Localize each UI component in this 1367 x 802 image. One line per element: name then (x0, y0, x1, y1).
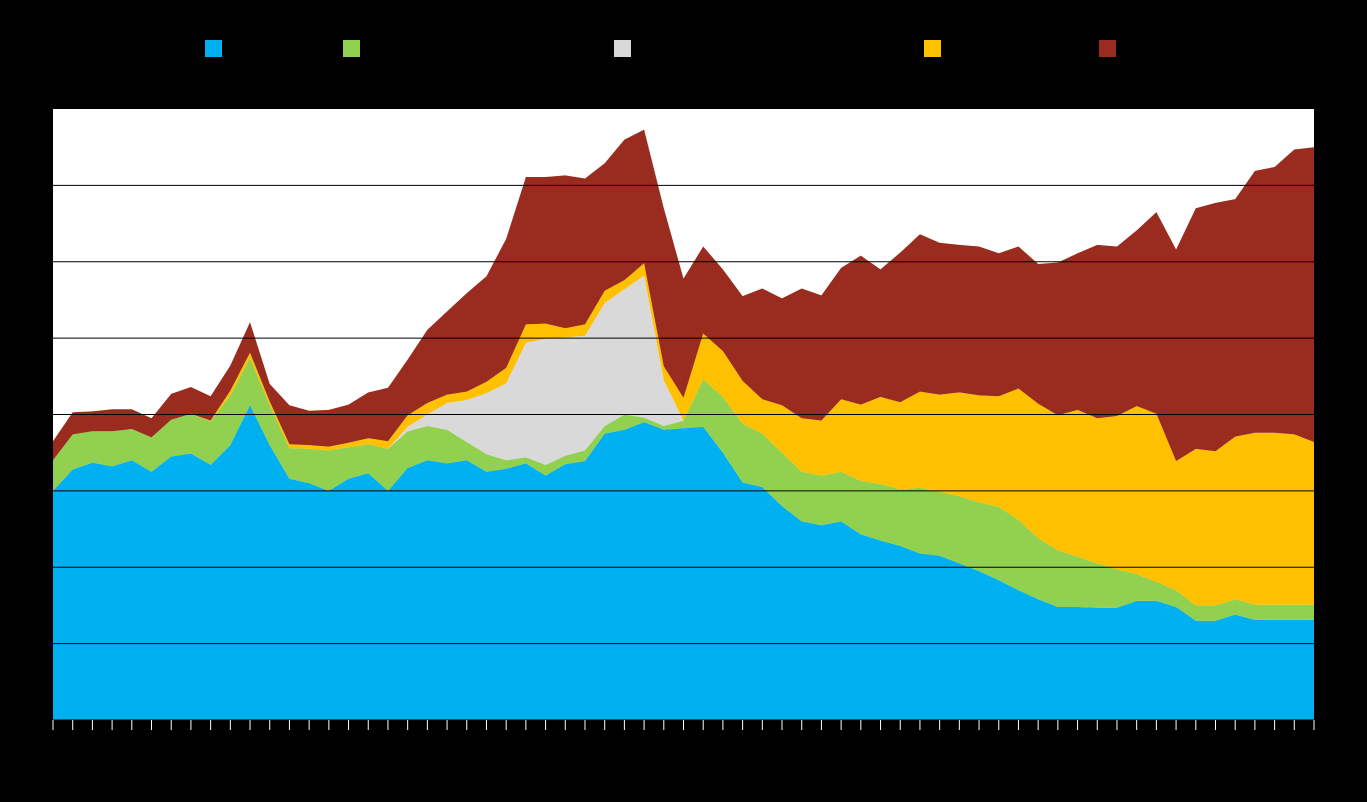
legend-item (1099, 40, 1116, 57)
legend-swatch (614, 40, 631, 57)
legend-item (343, 40, 360, 57)
legend-item (924, 40, 941, 57)
area-series (53, 129, 1314, 720)
area-series-4 (53, 263, 1314, 606)
area-series-5 (53, 129, 1314, 462)
area-series-1 (53, 405, 1314, 720)
legend (205, 40, 1116, 57)
legend-item (614, 40, 631, 57)
gridlines (53, 184, 1314, 645)
x-axis-ticks (52, 720, 1315, 730)
legend-swatch (1099, 40, 1116, 57)
legend-swatch (343, 40, 360, 57)
area-series-2 (53, 358, 1314, 621)
legend-swatch (924, 40, 941, 57)
legend-swatch (205, 40, 222, 57)
legend-item (205, 40, 222, 57)
